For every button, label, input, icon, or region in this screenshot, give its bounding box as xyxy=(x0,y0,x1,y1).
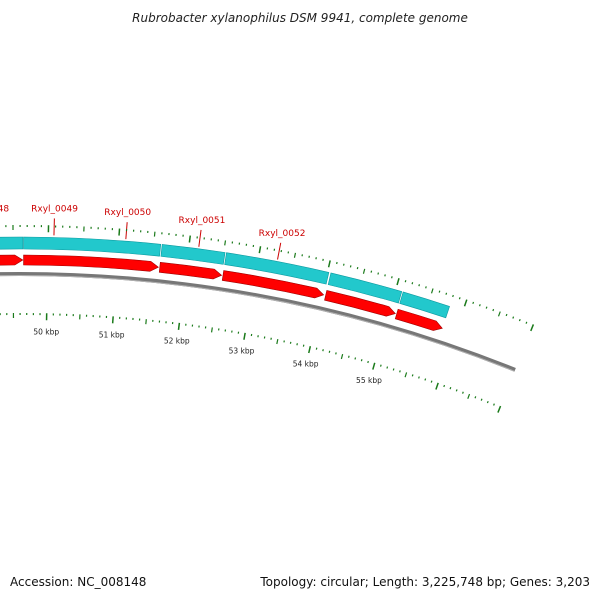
outer-tick xyxy=(530,324,535,332)
outer-tick xyxy=(472,301,475,305)
cds-arrow-seg-5 xyxy=(394,308,443,331)
outer-tick xyxy=(418,284,421,287)
outer-tick xyxy=(425,286,427,289)
outer-tick xyxy=(485,306,488,309)
gene-label-Rxyl_0052: Rxyl_0052 xyxy=(259,229,306,239)
scale-tick xyxy=(360,359,363,362)
scale-label-55: 55 kbp xyxy=(356,376,382,385)
gene-segment-Rxyl_0051 xyxy=(224,252,330,285)
map-title: Rubrobacter xylanophilus DSM 9941, compl… xyxy=(132,11,468,25)
leader-line-Rxyl_0052 xyxy=(277,242,282,260)
scale-tick xyxy=(411,374,414,377)
scale-tick xyxy=(404,372,408,378)
scale-label-54: 54 kbp xyxy=(293,360,319,369)
outer-tick xyxy=(438,290,441,293)
scale-tick xyxy=(467,393,471,399)
gene-segment-Rxyl_0050 xyxy=(160,244,226,265)
outer-tick xyxy=(370,270,373,273)
outer-tick xyxy=(463,299,468,307)
outer-tick xyxy=(411,282,414,285)
gene-track xyxy=(0,236,450,319)
scale-label-50: 50 kbp xyxy=(33,327,59,336)
scale-tick xyxy=(210,327,213,333)
scale-tick xyxy=(443,384,446,388)
scale-tick xyxy=(386,366,389,369)
genome-backbone xyxy=(0,272,516,372)
scale-tick xyxy=(424,378,427,381)
outer-tick xyxy=(512,316,515,319)
accession-text: Accession: NC_008148 xyxy=(10,575,147,589)
cds-arrow-Rxyl_0051 xyxy=(221,270,325,299)
scale-tick xyxy=(486,400,489,404)
gene-label-Rxyl_0050: Rxyl_0050 xyxy=(104,208,151,218)
topology-text: Topology: circular; Length: 3,225,748 bp… xyxy=(260,575,590,589)
scale-tick xyxy=(243,332,246,340)
scale-tick xyxy=(480,398,483,401)
scale-tick xyxy=(399,370,401,373)
outer-tick xyxy=(224,240,227,246)
outer-tick xyxy=(452,294,454,298)
gene-segment-seg-5 xyxy=(399,291,450,319)
scale-label-51: 51 kbp xyxy=(99,330,125,339)
scale-tick xyxy=(392,368,395,371)
outer-tick xyxy=(458,297,461,300)
gene-label-Rxyl_0048: Rxyl_0048 xyxy=(0,204,9,214)
outer-tick xyxy=(497,311,501,317)
outer-tick xyxy=(258,246,262,254)
cds-arrow-Rxyl_0048 xyxy=(0,254,24,266)
outer-tick xyxy=(188,235,192,243)
outer-tick xyxy=(445,292,448,295)
outer-tick xyxy=(404,280,407,283)
cds-track xyxy=(0,254,443,331)
gene-segment-Rxyl_0049 xyxy=(23,236,162,257)
outer-tick xyxy=(478,304,481,307)
scale-tick xyxy=(340,353,344,360)
outer-tick xyxy=(362,268,366,274)
gene-label-Rxyl_0051: Rxyl_0051 xyxy=(179,216,226,226)
scale-tick xyxy=(354,357,357,360)
scale-tick xyxy=(462,391,464,394)
scale-tick xyxy=(497,405,502,413)
gene-label-layer: Rxyl_0048 Rxyl_0049 Rxyl_0050 Rxyl_0051 Rxyl… xyxy=(0,204,306,260)
scale-tick xyxy=(435,382,439,390)
cds-arrow-Rxyl_0049 xyxy=(23,254,159,272)
outer-tick xyxy=(327,260,331,268)
cds-arrow-Rxyl_0050 xyxy=(158,262,223,280)
cds-arrow-Rxyl_0052 xyxy=(324,290,396,317)
outer-tick xyxy=(391,276,393,279)
outer-tick xyxy=(396,278,400,286)
outer-tick xyxy=(518,318,521,322)
scale-label-52: 52 kbp xyxy=(164,337,190,346)
outer-tick xyxy=(525,321,528,324)
outer-tick xyxy=(492,308,495,312)
outer-tick xyxy=(118,228,121,236)
scale-tick xyxy=(493,403,495,406)
scale-tick xyxy=(308,346,312,354)
outer-tick xyxy=(293,252,297,258)
scale-tick xyxy=(474,396,477,399)
outer-tick xyxy=(377,272,380,275)
scale-tick xyxy=(430,380,433,383)
scale-tick xyxy=(276,338,279,345)
gene-segment-Rxyl_0052 xyxy=(327,272,403,304)
outer-tick xyxy=(384,274,386,277)
gene-segment-Rxyl_0048 xyxy=(0,236,24,250)
scale-tick xyxy=(449,387,452,390)
gene-label-Rxyl_0049: Rxyl_0049 xyxy=(31,204,78,214)
scale-tick xyxy=(418,376,420,379)
scale-tick xyxy=(367,360,369,364)
leader-line-Rxyl_0051 xyxy=(198,229,202,247)
scale-tick xyxy=(177,322,181,330)
outer-tick xyxy=(430,288,434,294)
scale-tick xyxy=(379,364,382,367)
scale-tick xyxy=(111,316,114,324)
backbone-line xyxy=(0,272,516,372)
scale-tick xyxy=(347,355,350,358)
outer-tick xyxy=(505,313,508,317)
scale-tick xyxy=(455,389,458,392)
scale-label-53: 53 kbp xyxy=(229,347,255,356)
scale-tick xyxy=(372,362,376,370)
